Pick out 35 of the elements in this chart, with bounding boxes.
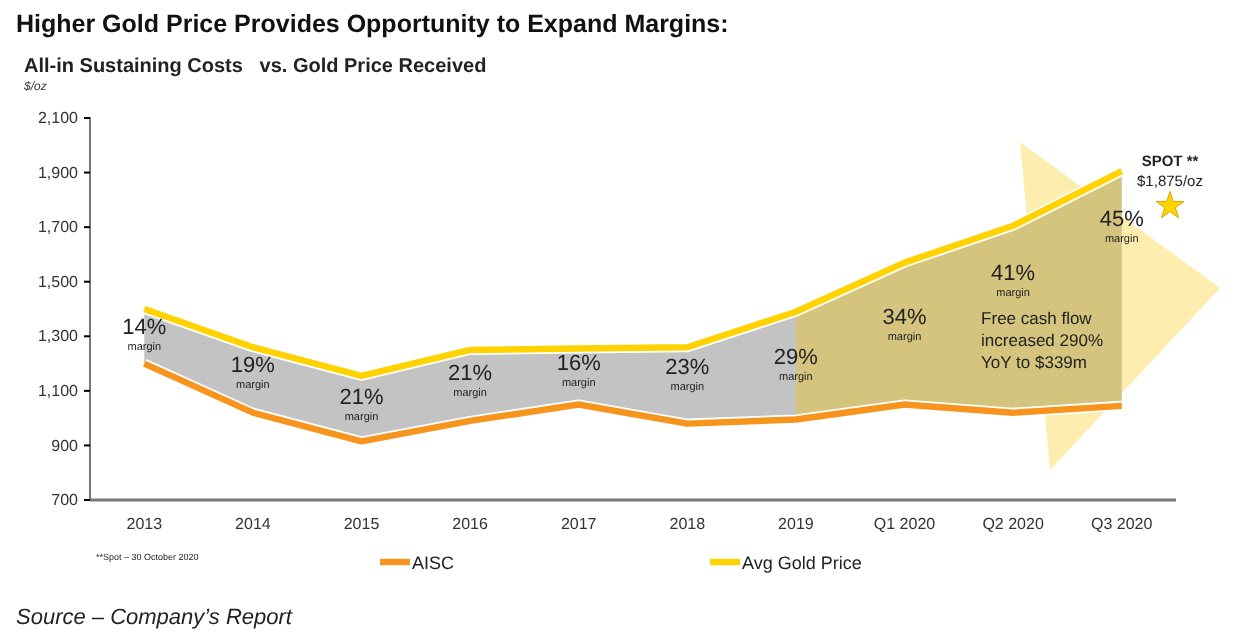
y-tick-label: 1,500 — [37, 272, 80, 291]
y-tick-label: 1,300 — [37, 327, 80, 346]
annotation: 14% — [122, 316, 167, 340]
y-tick-label: 900 — [51, 436, 80, 455]
annotation: Free cash flow increased 290% YoY to $339m — [981, 308, 1104, 372]
annotation: 34% — [882, 306, 927, 330]
annotation: 21% — [339, 386, 384, 410]
source-note: Source – Company’s Report — [16, 606, 294, 630]
legend-label: AISC — [412, 553, 456, 573]
y-tick-label: 1,100 — [37, 381, 80, 400]
annotation: 29% — [773, 346, 819, 370]
x-tick-label: Q2 2020 — [982, 515, 1045, 534]
y-tick-label: 1,900 — [37, 163, 80, 182]
annotation: 41% — [991, 262, 1036, 286]
x-tick-label: 2019 — [778, 515, 815, 534]
annotation: 23% — [665, 356, 710, 380]
x-tick-label: Q3 2020 — [1091, 515, 1154, 534]
annotation: 45% — [1099, 208, 1145, 232]
legend-label: Avg Gold Price — [742, 553, 862, 573]
x-tick-label: 2018 — [669, 515, 707, 534]
x-tick-label: 2013 — [126, 515, 164, 534]
annotation: 16% — [556, 352, 602, 376]
chart-subtitle: All-in Sustaining Costs vs. Gold Price Received — [24, 56, 487, 78]
y-tick-label: 700 — [51, 491, 80, 510]
y-tick-label: 1,700 — [37, 218, 80, 237]
x-tick-label: 2014 — [235, 515, 272, 534]
x-tick-label: 2017 — [560, 515, 598, 534]
x-tick-label: 2015 — [343, 515, 381, 534]
annotation: SPOT ** $1,875/oz — [1137, 152, 1204, 190]
annotation: 19% — [230, 354, 276, 378]
x-tick-label: 2016 — [452, 515, 489, 534]
y-tick-label: 2,100 — [37, 109, 80, 128]
chart-title: Higher Gold Price Provides Opportunity to Expand Margins: — [16, 10, 729, 38]
x-tick-label: Q1 2020 — [873, 515, 937, 534]
annotation: 21% — [448, 362, 493, 386]
